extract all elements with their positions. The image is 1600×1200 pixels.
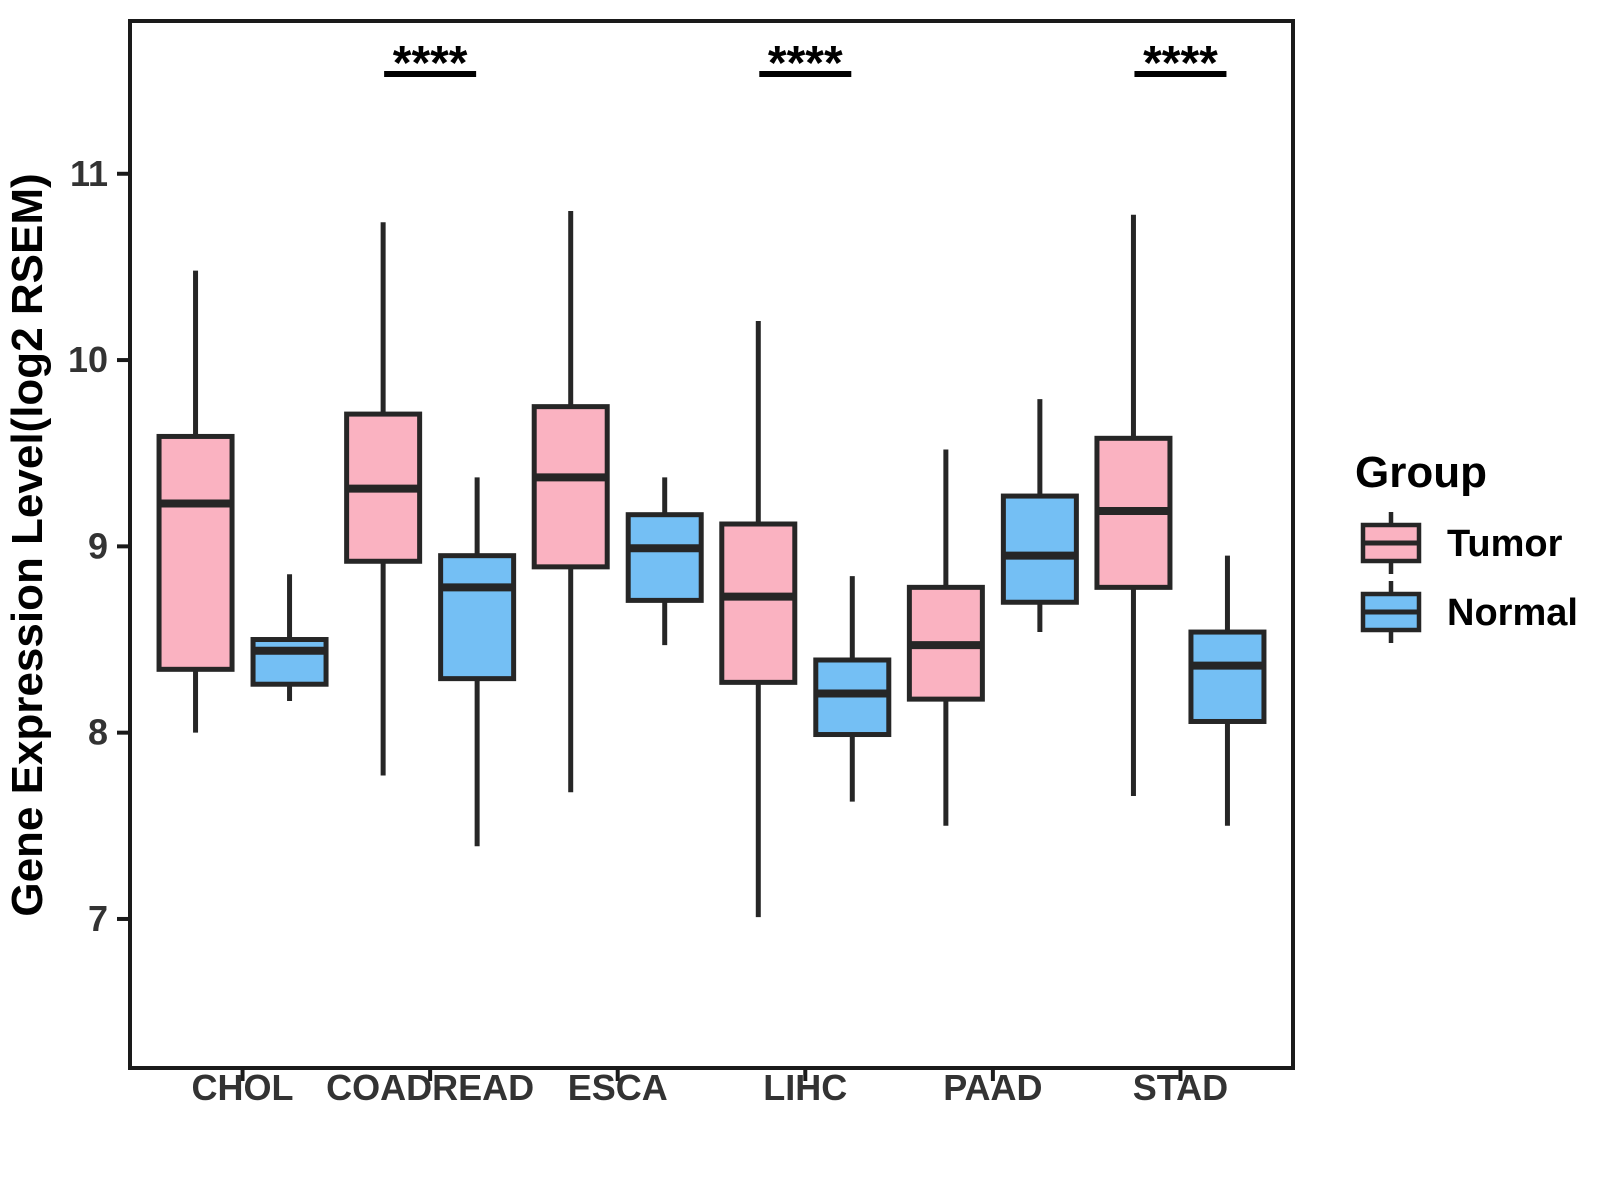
x-axis-tick-label-stad: STAD (1133, 1067, 1228, 1108)
significance-stars-lihc: **** (768, 37, 843, 90)
legend-title: Group (1355, 448, 1487, 497)
x-axis-tick-label-paad: PAAD (943, 1067, 1042, 1108)
y-axis-tick-label: 7 (88, 898, 108, 939)
significance-stars-coadread: **** (393, 37, 468, 90)
x-axis-tick-label-chol: CHOL (192, 1067, 294, 1108)
box-coadread-normal (438, 553, 517, 682)
box-chol-normal (250, 637, 329, 687)
legend-label-normal: Normal (1447, 592, 1578, 634)
y-axis-title: Gene Expression Level(log2 RSEM) (3, 173, 52, 916)
box-esca-normal (625, 512, 704, 603)
box-esca-tumor (531, 404, 610, 570)
significance-underline-stad (1134, 71, 1227, 77)
box-paad-normal (1000, 493, 1079, 605)
y-axis-tick-label: 11 (70, 153, 108, 194)
y-axis-tick-label: 10 (68, 339, 108, 380)
significance-underline-coadread (384, 71, 477, 77)
x-axis-tick-label-esca: ESCA (568, 1067, 668, 1108)
y-axis-tick-label: 9 (88, 525, 108, 566)
box-stad-normal (1188, 629, 1267, 724)
y-axis-tick-label: 8 (88, 712, 108, 753)
panel-border (128, 19, 1295, 1070)
x-axis-tick-label-coadread: COADREAD (326, 1067, 534, 1108)
x-axis-tick-label-lihc: LIHC (763, 1067, 847, 1108)
box-lihc-tumor (719, 521, 798, 685)
legend-label-tumor: Tumor (1447, 523, 1563, 565)
significance-stars-stad: **** (1143, 37, 1218, 90)
significance-underline-lihc (759, 71, 852, 77)
box-chol-tumor (156, 433, 235, 672)
